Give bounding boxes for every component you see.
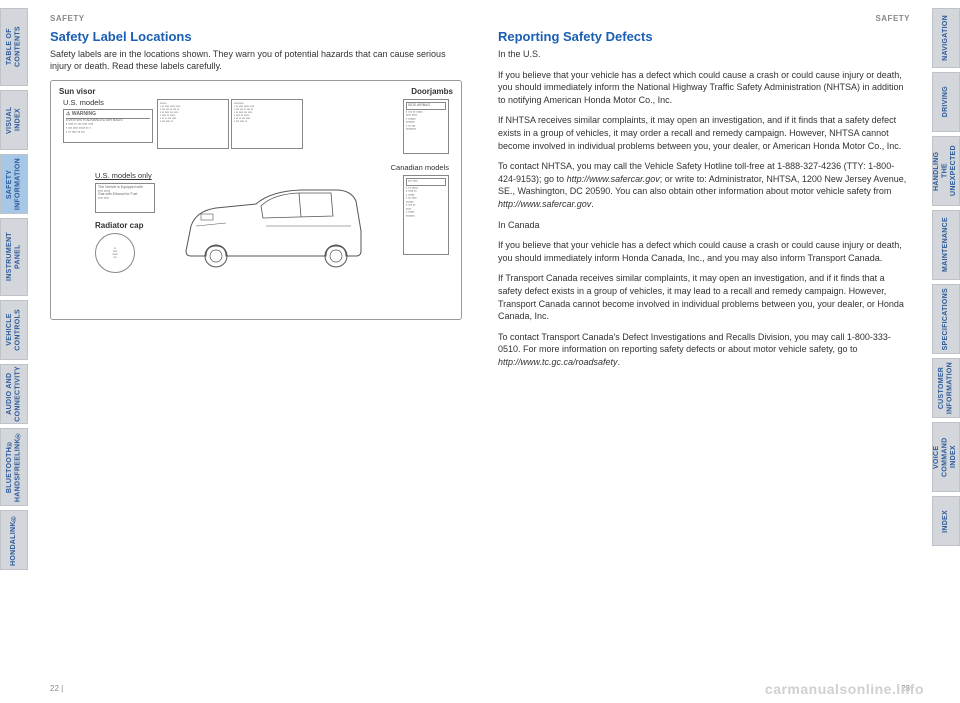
nav-tab-label: AUDIO AND CONNECTIVITY xyxy=(6,366,23,422)
warning-box-2: ▪▪▪▪▪▪▪ ▪▪ ▪▪▪▪ ▪▪▪▪▪ ▪▪▪▪▪ ▪▪▪ ▪▪▪ ▪▪ ▪… xyxy=(157,99,229,149)
nav-tab-label: VISUAL INDEX xyxy=(6,99,23,141)
nav-tab-label: INSTRUMENT PANEL xyxy=(6,227,23,287)
nav-tab-label: VEHICLE CONTROLS xyxy=(6,309,23,351)
nav-tab-label: VOICE COMMAND INDEX xyxy=(933,431,958,483)
page-header: SAFETY xyxy=(50,14,462,23)
doorjamb-box-2: ▪▪▪ ▪▪▪▪ ▪ ▪▪ ▪▪▪▪▪▪ ▪▪▪▪ ▪▪▪ ▪▪▪▪▪▪ ▪▪ … xyxy=(403,175,449,255)
link-text: http://www.safercar.gov xyxy=(567,174,660,184)
label-us-only: U.S. models only xyxy=(95,171,152,180)
para: If you believe that your vehicle has a d… xyxy=(498,239,910,264)
link-text: http://www.safercar.gov xyxy=(498,199,591,209)
section-title: Safety Label Locations xyxy=(50,29,462,44)
nav-tab-label: SAFETY INFORMATION xyxy=(6,158,23,210)
para: To contact Transport Canada's Defect Inv… xyxy=(498,331,910,369)
nav-tab-label: MAINTENANCE xyxy=(942,217,950,272)
nav-tab-label: HONDALINK® xyxy=(10,514,18,566)
nav-tab[interactable]: BLUETOOTH® HANDSFREELINK® xyxy=(0,428,28,506)
para: If NHTSA receives similar complaints, it… xyxy=(498,114,910,152)
nav-tab[interactable]: CUSTOMER INFORMATION xyxy=(932,358,960,418)
nav-tab-label: NAVIGATION xyxy=(942,15,950,61)
label-us-models: U.S. models xyxy=(63,98,104,107)
page-number: 22 | xyxy=(50,684,63,693)
us-only-box: The Vehicle is Equipped with▪▪▪▪ ▪▪▪▪▪Ga… xyxy=(95,183,155,213)
label-sun-visor: Sun visor xyxy=(59,87,95,96)
nav-tab[interactable]: AUDIO AND CONNECTIVITY xyxy=(0,364,28,424)
label-radiator: Radiator cap xyxy=(95,221,143,230)
subhead-us: In the U.S. xyxy=(498,48,910,61)
nav-tab[interactable]: SAFETY INFORMATION xyxy=(0,154,28,214)
nav-tab[interactable]: HANDLING THE UNEXPECTED xyxy=(932,136,960,206)
para: To contact NHTSA, you may call the Vehic… xyxy=(498,160,910,210)
page-spread: SAFETY Safety Label Locations Safety lab… xyxy=(32,0,928,703)
nav-tab-label: TABLE OF CONTENTS xyxy=(6,17,23,77)
subhead-canada: In Canada xyxy=(498,219,910,232)
nav-tab[interactable]: DRIVING xyxy=(932,72,960,132)
text: . xyxy=(618,357,621,367)
nav-tab[interactable]: VEHICLE CONTROLS xyxy=(0,300,28,360)
nav-tab-label: CUSTOMER INFORMATION xyxy=(938,362,955,414)
nav-tab[interactable]: HONDALINK® xyxy=(0,510,28,570)
nav-tab[interactable]: MAINTENANCE xyxy=(932,210,960,280)
text: . xyxy=(591,199,594,209)
watermark: carmanualsonline.info xyxy=(765,681,924,697)
text: To contact Transport Canada's Defect Inv… xyxy=(498,332,891,355)
warning-box-1: ⚠ WARNING EVEN WITH ADVANCED AIR BAGS▪ ▪… xyxy=(63,109,153,143)
nav-tab[interactable]: NAVIGATION xyxy=(932,8,960,68)
doorjamb-box-1: SIDE AIRBAG ▪ ▪▪▪ ▪▪ ▪▪▪▪▪▪▪▪▪ ▪▪▪▪▪ ▪▪▪… xyxy=(403,99,449,154)
warning-box-3: ▪▪▪▪▪▪▪▪▪▪ ▪▪ ▪▪▪▪ ▪▪▪▪▪ ▪▪▪▪▪ ▪▪▪ ▪▪▪ ▪… xyxy=(231,99,303,149)
safety-label-diagram: Sun visor U.S. models ⚠ WARNING EVEN WIT… xyxy=(50,80,462,320)
nav-tab-label: BLUETOOTH® HANDSFREELINK® xyxy=(6,431,23,502)
nav-tab-label: INDEX xyxy=(942,510,950,533)
nav-tab[interactable]: VOICE COMMAND INDEX xyxy=(932,422,960,492)
section-title: Reporting Safety Defects xyxy=(498,29,910,44)
right-tab-strip: NAVIGATION DRIVING HANDLING THE UNEXPECTED… xyxy=(932,0,960,703)
intro-text: Safety labels are in the locations shown… xyxy=(50,48,462,72)
link-text: http://www.tc.gc.ca/roadsafety xyxy=(498,357,618,367)
nav-tab[interactable]: SPECIFICATIONS xyxy=(932,284,960,354)
nav-tab[interactable]: INSTRUMENT PANEL xyxy=(0,218,28,296)
nav-tab-label: SPECIFICATIONS xyxy=(942,288,950,350)
nav-tab-label: HANDLING THE UNEXPECTED xyxy=(933,145,958,197)
label-canadian: Canadian models xyxy=(391,163,449,172)
nav-tab[interactable]: TABLE OF CONTENTS xyxy=(0,8,28,86)
para: If Transport Canada receives similar com… xyxy=(498,272,910,322)
label-doorjambs: Doorjambs xyxy=(411,87,453,96)
page-right: SAFETY Reporting Safety Defects In the U… xyxy=(480,0,928,703)
nav-tab-label: DRIVING xyxy=(942,86,950,117)
page-left: SAFETY Safety Label Locations Safety lab… xyxy=(32,0,480,703)
page-header: SAFETY xyxy=(498,14,910,23)
para: If you believe that your vehicle has a d… xyxy=(498,69,910,107)
radiator-box: ⚠▪▪▪▪▪▪▪▪▪▪▪▪ xyxy=(95,233,135,273)
nav-tab[interactable]: INDEX xyxy=(932,496,960,546)
nav-tab[interactable]: VISUAL INDEX xyxy=(0,90,28,150)
left-tab-strip: TABLE OF CONTENTS VISUAL INDEX SAFETY INFO… xyxy=(0,0,28,703)
car-illustration xyxy=(171,176,371,286)
